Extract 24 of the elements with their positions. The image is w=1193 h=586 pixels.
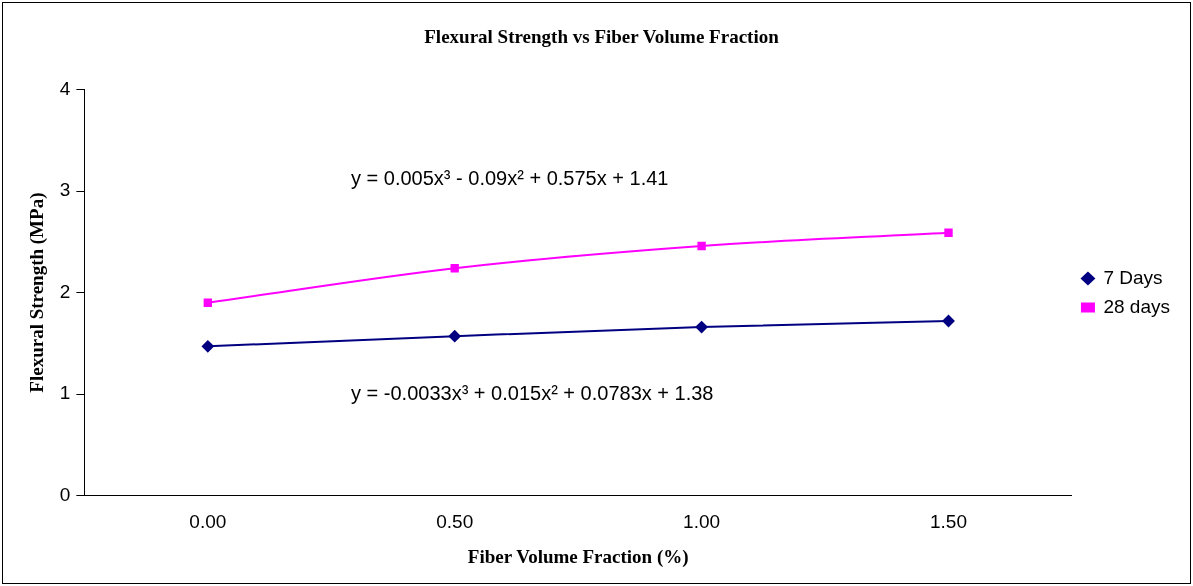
legend-label: 7 Days [1103,266,1163,288]
y-tick-label: 2 [59,280,71,302]
y-axis-title: Flexural Strength (MPa) [26,192,49,393]
x-tick-label: 0.00 [189,511,227,533]
legend-label: 28 days [1103,295,1170,317]
point [201,340,214,353]
point [944,228,953,237]
y-tick-label: 4 [59,78,71,100]
x-tick-label: 0.50 [436,511,474,533]
chart-title: Flexural Strength vs Fiber Volume Fraction [424,26,780,48]
point [942,314,955,327]
annotation: y = -0.0033x³ + 0.015x² + 0.0783x + 1.38 [351,381,714,404]
point [697,241,706,251]
point [695,321,708,334]
y-tick-label: 1 [59,382,71,404]
point [450,264,459,273]
annotation: y = 0.005x³ - 0.09x² + 0.575x + 1.41 [351,166,669,189]
x-tick-label: 1.50 [930,511,967,533]
point [203,298,212,307]
y-tick-label: 3 [59,179,71,201]
y-tick-label: 0 [59,483,71,505]
point [448,330,461,343]
x-tick-label: 1.00 [683,511,721,533]
x-axis-title: Fiber Volume Fraction (%) [467,545,689,568]
